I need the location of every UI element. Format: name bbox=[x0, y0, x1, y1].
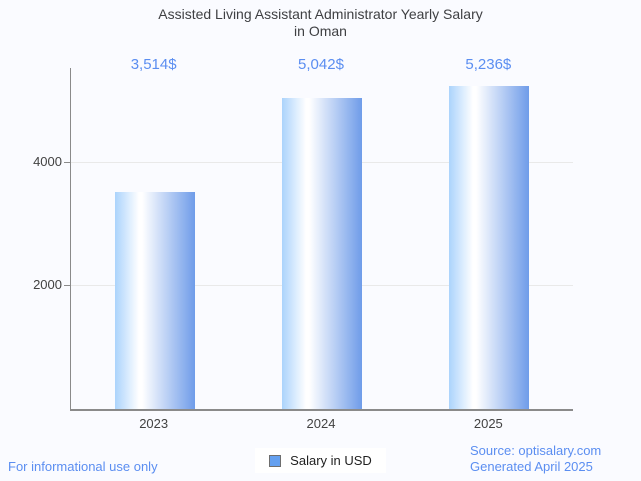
generated-text: Generated April 2025 bbox=[470, 459, 593, 474]
y-axis-label: 4000 bbox=[33, 153, 62, 169]
legend-label: Salary in USD bbox=[290, 453, 372, 468]
value-label-2023: 3,514$ bbox=[130, 56, 177, 73]
y-axis-label: 2000 bbox=[33, 277, 62, 293]
legend-swatch-icon bbox=[269, 454, 282, 467]
y-axis-tick bbox=[64, 285, 70, 287]
legend-box: Salary in USD bbox=[255, 448, 386, 473]
source-block: Source: optisalary.com Generated April 2… bbox=[470, 443, 601, 475]
chart-title-line-1: Assisted Living Assistant Administrator … bbox=[158, 6, 483, 22]
bar-2024[interactable] bbox=[282, 97, 362, 409]
y-axis-tick bbox=[64, 161, 70, 163]
legend: Salary in USD bbox=[0, 448, 641, 473]
disclaimer-text: For informational use only bbox=[8, 459, 158, 474]
x-axis-label-2023: 2023 bbox=[139, 416, 169, 431]
value-label-2025: 5,236$ bbox=[465, 56, 512, 73]
x-axis-label-2024: 2024 bbox=[306, 416, 336, 431]
value-label-2024: 5,042$ bbox=[298, 56, 344, 73]
plot-area bbox=[70, 68, 573, 411]
source-text: Source: optisalary.com bbox=[470, 443, 602, 458]
bar-2023[interactable] bbox=[114, 191, 195, 409]
x-axis-label-2025: 2025 bbox=[473, 416, 503, 431]
bar-2025[interactable] bbox=[449, 85, 530, 409]
chart-title-line-2: in Oman bbox=[294, 23, 347, 39]
